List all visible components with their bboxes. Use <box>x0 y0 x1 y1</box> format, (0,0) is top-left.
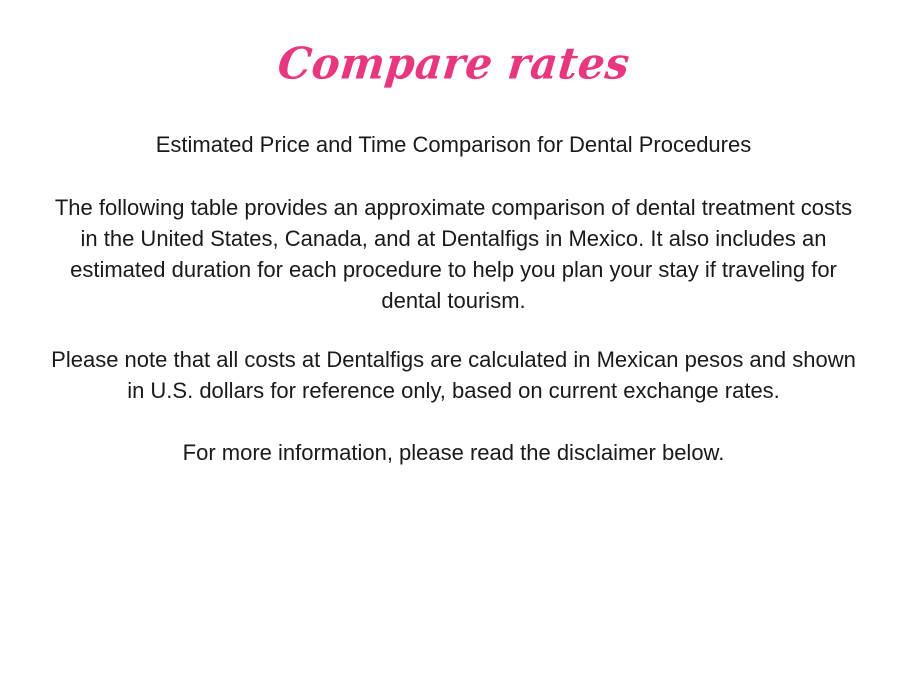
disclaimer-reference-paragraph: For more information, please read the di… <box>182 440 725 465</box>
section-subheading: Estimated Price and Time Comparison for … <box>155 132 752 157</box>
page-title: Compare rates <box>275 38 632 90</box>
main-content: Estimated Price and Time Comparison for … <box>0 76 907 468</box>
page-header: Compare rates <box>0 0 907 89</box>
intro-paragraph: The following table provides an approxim… <box>54 195 853 313</box>
currency-note-paragraph: Please note that all costs at Dentalfigs… <box>51 347 856 403</box>
bottom-spacer <box>0 468 907 628</box>
